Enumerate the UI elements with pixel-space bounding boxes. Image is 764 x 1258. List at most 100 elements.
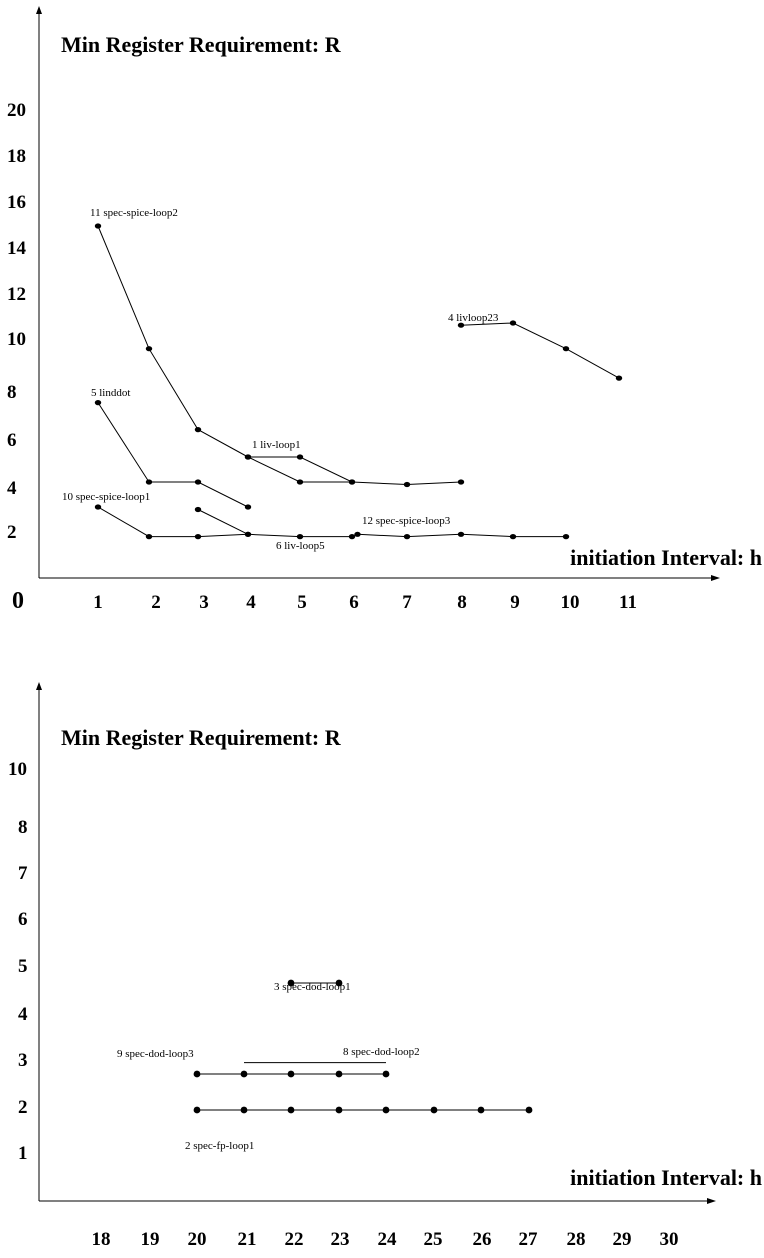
y-axis-title: Min Register Requirement: R xyxy=(61,725,342,750)
y-tick-label: 4 xyxy=(18,1004,28,1025)
series-label: 5 linddot xyxy=(91,387,130,399)
y-tick-label: 16 xyxy=(7,192,26,213)
y-tick-label: 20 xyxy=(7,100,26,121)
data-point xyxy=(403,534,411,540)
x-tick-label: 24 xyxy=(378,1229,398,1250)
x-tick-label: 21 xyxy=(238,1229,257,1250)
y-tick-label: 6 xyxy=(18,909,28,930)
data-point xyxy=(145,346,153,352)
series-label: 11 spec-spice-loop2 xyxy=(90,207,178,219)
data-point xyxy=(335,1106,343,1114)
y-tick-label: 10 xyxy=(7,329,26,350)
series-line xyxy=(97,506,352,538)
series-line xyxy=(97,225,352,483)
series-labels: 3 spec-dod-loop1 9 spec-dod-loop3 8 spec… xyxy=(117,981,420,1152)
x-tick-label: 7 xyxy=(402,592,412,613)
data-point xyxy=(562,346,570,352)
y-axis-title: Min Register Requirement: R xyxy=(61,32,342,57)
series-label: 4 livloop23 xyxy=(448,312,499,324)
y-tick-label: 18 xyxy=(7,146,26,167)
series-label: 6 liv-loop5 xyxy=(276,540,325,552)
data-point xyxy=(287,1106,295,1114)
y-tick-label: 1 xyxy=(18,1143,28,1164)
series-label: 3 spec-dod-loop1 xyxy=(274,981,351,993)
origin-label: 0 xyxy=(12,588,24,614)
x-tick-label: 25 xyxy=(424,1229,443,1250)
x-tick-label: 27 xyxy=(519,1229,539,1250)
data-point xyxy=(335,1070,343,1078)
data-point xyxy=(348,479,356,485)
series-label: 9 spec-dod-loop3 xyxy=(117,1048,194,1060)
y-tick-label: 2 xyxy=(7,522,17,543)
data-point xyxy=(562,534,570,540)
data-point xyxy=(240,1106,248,1114)
x-tick-label: 6 xyxy=(349,592,359,613)
x-tick-label: 3 xyxy=(199,592,209,613)
y-tick-labels: 2 4 6 8 10 12 14 16 18 20 xyxy=(7,100,27,543)
data-point xyxy=(193,1070,201,1078)
x-tick-label: 1 xyxy=(93,592,103,613)
y-axis-arrow xyxy=(36,682,42,690)
y-tick-label: 2 xyxy=(18,1097,28,1118)
data-point xyxy=(335,979,343,987)
data-point xyxy=(145,534,153,540)
data-point xyxy=(194,479,202,485)
data-point xyxy=(244,531,252,537)
x-tick-label: 5 xyxy=(297,592,307,613)
data-point xyxy=(240,1070,248,1078)
series-group xyxy=(193,979,533,1114)
x-tick-label: 22 xyxy=(285,1229,304,1250)
data-point xyxy=(354,531,361,537)
x-tick-label: 19 xyxy=(141,1229,160,1250)
series-line xyxy=(97,402,249,508)
data-point xyxy=(477,1106,485,1114)
x-axis-title: initiation Interval: h xyxy=(570,545,762,570)
y-tick-label: 10 xyxy=(8,759,27,780)
data-point xyxy=(509,534,517,540)
x-tick-label: 28 xyxy=(567,1229,586,1250)
series-group xyxy=(94,223,623,540)
x-tick-label: 11 xyxy=(619,592,637,613)
data-point xyxy=(457,322,465,328)
data-point xyxy=(296,454,304,460)
y-tick-label: 6 xyxy=(7,430,17,451)
data-point xyxy=(509,320,517,326)
data-point xyxy=(457,531,465,537)
series-label: 10 spec-spice-loop1 xyxy=(62,491,150,503)
data-point xyxy=(287,1070,295,1078)
y-axis-arrow xyxy=(36,6,42,14)
x-tick-label: 9 xyxy=(510,592,520,613)
y-tick-label: 4 xyxy=(7,478,17,499)
series-label: 12 spec-spice-loop3 xyxy=(362,515,451,527)
data-point xyxy=(193,1106,201,1114)
data-point xyxy=(194,427,202,433)
data-point xyxy=(348,534,356,540)
data-point xyxy=(94,504,102,510)
y-tick-label: 8 xyxy=(18,817,28,838)
x-tick-label: 2 xyxy=(151,592,161,613)
series-label: 8 spec-dod-loop2 xyxy=(343,1046,420,1058)
data-point xyxy=(296,534,304,540)
series-label: 2 spec-fp-loop1 xyxy=(185,1140,254,1152)
x-tick-label: 20 xyxy=(188,1229,207,1250)
x-tick-label: 8 xyxy=(457,592,467,613)
y-tick-label: 7 xyxy=(18,863,28,884)
data-point xyxy=(382,1106,390,1114)
data-point xyxy=(244,454,252,460)
data-point xyxy=(194,506,202,513)
y-tick-label: 12 xyxy=(7,284,26,305)
data-point xyxy=(194,534,202,540)
x-tick-label: 18 xyxy=(92,1229,111,1250)
data-point xyxy=(382,1070,390,1078)
data-point xyxy=(94,400,102,406)
y-tick-label: 5 xyxy=(18,956,28,977)
data-point xyxy=(525,1106,533,1114)
x-tick-label: 30 xyxy=(660,1229,679,1250)
chart-1: Min Register Requirement: R initiation I… xyxy=(7,6,762,614)
x-tick-label: 26 xyxy=(473,1229,492,1250)
data-point xyxy=(244,504,252,510)
x-tick-label: 4 xyxy=(246,592,256,613)
data-point xyxy=(457,479,465,485)
x-axis-arrow xyxy=(707,1198,716,1204)
